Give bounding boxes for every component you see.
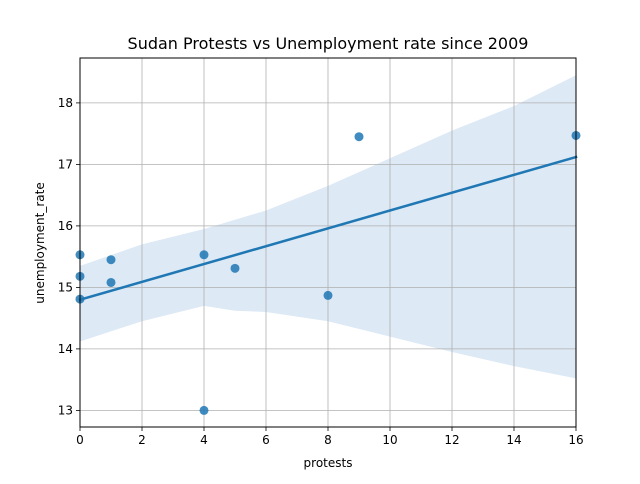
data-point [106, 277, 116, 287]
x-tick-label: 0 [76, 433, 84, 447]
x-axis-label: protests [304, 456, 353, 470]
x-tick-label: 14 [506, 433, 521, 447]
data-points-layer [75, 130, 581, 415]
regression-line-layer [78, 155, 578, 302]
y-tick-label: 17 [58, 157, 73, 171]
data-point [199, 405, 209, 415]
x-tick-label: 8 [324, 433, 332, 447]
x-tick-label: 10 [382, 433, 397, 447]
y-tick-label: 15 [58, 280, 73, 294]
y-tick-label: 14 [58, 342, 73, 356]
data-point [354, 132, 364, 142]
y-tick-label: 18 [58, 96, 73, 110]
y-tick-label: 16 [58, 219, 73, 233]
x-tick-label: 12 [444, 433, 459, 447]
data-point [230, 263, 240, 273]
x-tick-label: 2 [138, 433, 146, 447]
y-tick-label: 13 [58, 403, 73, 417]
x-tick-label: 6 [262, 433, 270, 447]
x-axis-ticks: 0 2 4 6 8 10 12 14 16 [76, 427, 584, 447]
data-point [106, 255, 116, 265]
data-point [199, 250, 209, 260]
x-tick-label: 16 [568, 433, 583, 447]
chart-title: Sudan Protests vs Unemployment rate sinc… [128, 34, 529, 53]
data-point [323, 290, 333, 300]
x-tick-label: 4 [200, 433, 208, 447]
y-axis-ticks: 13 14 15 16 17 18 [58, 96, 80, 417]
y-axis-label: unemployment_rate [33, 182, 47, 303]
regression-line [78, 155, 578, 302]
